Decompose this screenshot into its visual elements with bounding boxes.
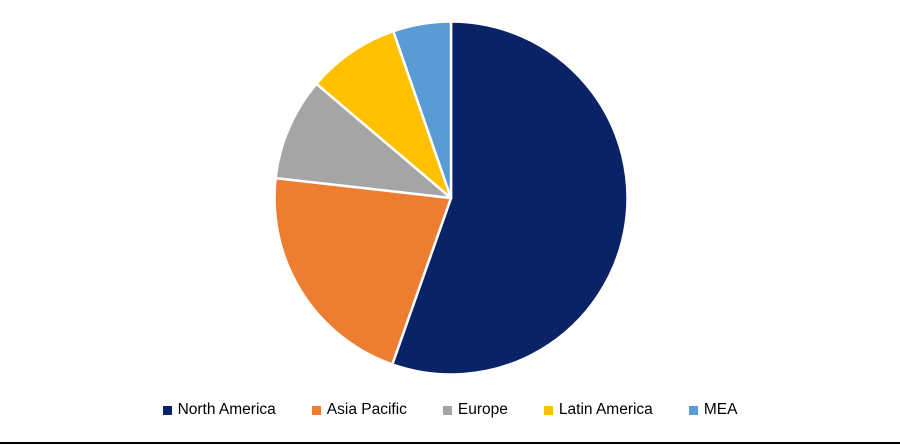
legend-swatch-europe xyxy=(442,405,452,415)
chart-legend: North America Asia Pacific Europe Latin Ame… xyxy=(0,399,900,421)
pie-slice-europe xyxy=(274,82,453,200)
legend-swatch-latin-america xyxy=(543,405,553,415)
legend-item-asia-pacific: Asia Pacific xyxy=(311,400,407,420)
pie-slice-mea xyxy=(392,20,453,200)
pie-slice-asia-pacific xyxy=(273,176,453,366)
legend-label-europe: Europe xyxy=(457,401,508,418)
legend-label-asia-pacific: Asia Pacific xyxy=(326,401,407,418)
legend-swatch-asia-pacific xyxy=(311,405,321,415)
legend-item-europe: Europe xyxy=(442,400,508,420)
legend-label-latin-america: Latin America xyxy=(558,401,653,418)
legend-swatch-north-america xyxy=(162,405,172,415)
legend-item-mea: MEA xyxy=(688,400,738,420)
legend-swatch-mea xyxy=(688,405,698,415)
pie-slice-latin-america xyxy=(315,29,453,200)
bottom-border-line xyxy=(0,442,900,444)
legend-label-north-america: North America xyxy=(177,401,276,418)
legend-item-latin-america: Latin America xyxy=(543,400,653,420)
legend-label-mea: MEA xyxy=(703,401,738,418)
legend-item-north-america: North America xyxy=(162,400,276,420)
